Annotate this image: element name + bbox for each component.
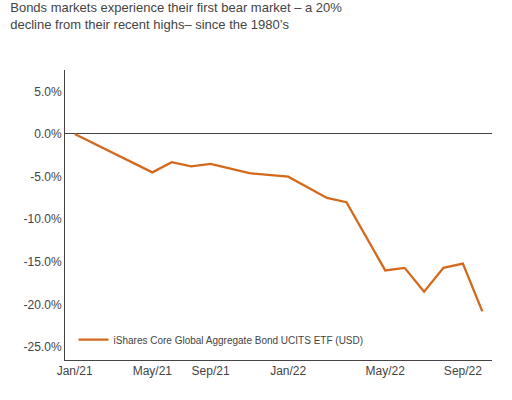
svg-text:iShares Core Global Aggregate: iShares Core Global Aggregate Bond UCITS… [114, 335, 364, 346]
svg-text:5.0%: 5.0% [34, 85, 62, 99]
svg-text:Sep/22: Sep/22 [444, 364, 482, 378]
svg-text:Jan/21: Jan/21 [57, 364, 93, 378]
svg-text:Bonds markets experience their: Bonds markets experience their first bea… [10, 0, 342, 32]
svg-text:0.0%: 0.0% [34, 127, 62, 141]
svg-text:-10.0%: -10.0% [24, 212, 62, 226]
svg-text:May/22: May/22 [366, 364, 406, 378]
svg-text:-5.0%: -5.0% [30, 170, 62, 184]
svg-text:-20.0%: -20.0% [24, 298, 62, 312]
svg-text:Jan/22: Jan/22 [270, 364, 306, 378]
svg-text:-25.0%: -25.0% [24, 340, 62, 354]
svg-text:Sep/21: Sep/21 [192, 364, 230, 378]
svg-text:May/21: May/21 [133, 364, 173, 378]
svg-text:-15.0%: -15.0% [24, 255, 62, 269]
